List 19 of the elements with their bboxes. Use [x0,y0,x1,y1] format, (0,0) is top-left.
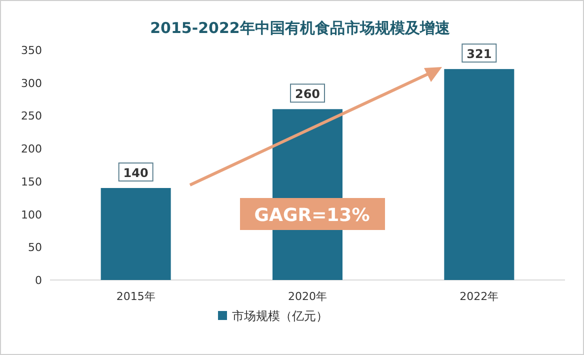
x-tick-label: 2015年 [116,290,156,303]
y-tick-label: 350 [21,44,42,57]
x-tick-label: 2020年 [288,290,327,303]
data-label: 140 [123,166,148,180]
y-tick-label: 300 [21,76,42,90]
legend-label: 市场规模（亿元） [232,309,328,323]
y-tick-label: 50 [28,241,42,254]
y-tick-label: 150 [21,175,42,188]
y-tick-label: 250 [21,110,42,123]
chart-title: 2015-2022年中国有机食品市场规模及增速 [150,19,451,37]
bar [100,188,171,280]
data-label: 321 [466,47,492,62]
annotation: GAGR=13% [254,205,370,226]
y-tick-label: 0 [35,274,42,287]
data-label: 260 [294,87,320,102]
x-tick-label: 2022年 [460,290,499,303]
y-tick-label: 200 [21,142,42,156]
bar [444,69,514,280]
y-tick-label: 100 [21,208,42,222]
